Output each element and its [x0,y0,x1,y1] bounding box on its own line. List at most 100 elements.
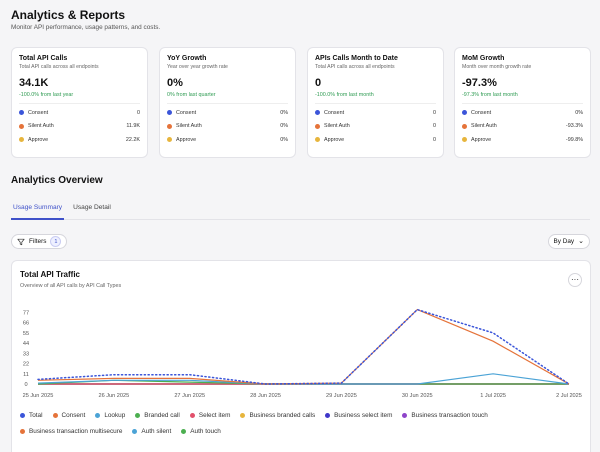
y-tick-label: 55 [23,331,29,337]
chart-legend: Total Consent Lookup Branded call Select ite… [20,412,580,435]
chart-subtitle: Overview of all API calls by API Call Ty… [20,283,122,289]
card-mom-growth: MoM Growth Month over month growth rate … [454,47,591,158]
legend-dot-icon [240,413,246,418]
legend-dot-icon [52,413,58,418]
chart-card: Total API Traffic Overview of all API ca… [11,260,591,452]
legend-item-business-branded-calls[interactable]: Business branded calls [240,412,315,419]
card-change: -100.0% from last year [19,92,74,98]
row-label: Silent Auth [471,123,497,130]
card-title: MoM Growth [462,55,505,62]
row-label: Approve [471,136,492,143]
x-tick-label: 1 Jul 2025 [480,393,506,399]
x-tick-label: 26 Jun 2025 [98,393,129,399]
breakdown-row: Silent Auth 11.9K [19,120,140,134]
breakdown-row: Approve 0% [167,133,288,147]
legend-item-auth-touch[interactable]: Auth touch [181,428,221,435]
approve-dot-icon [462,137,467,143]
card-value: 0% [167,77,183,89]
legend-dot-icon [402,413,408,418]
row-value: 22.2K [125,136,140,143]
page-title: Analytics & Reports [11,8,126,22]
consent-dot-icon [315,110,320,116]
series-line-consent[interactable] [37,308,570,385]
card-title: Total API Calls [19,55,68,62]
legend-label: Total [29,412,43,419]
row-label: Silent Auth [28,123,54,130]
legend-label: Lookup [104,412,126,419]
silent-auth-dot-icon [167,123,172,129]
x-tick-label: 27 Jun 2025 [174,393,205,399]
legend-item-branded-call[interactable]: Branded call [135,412,180,419]
approve-dot-icon [315,137,320,143]
row-label: Consent [176,109,197,116]
card-breakdown: Consent 0% Silent Auth 0% Approve 0% [167,103,288,147]
x-tick-label: 29 Jun 2025 [326,393,357,399]
legend-item-auth-silent[interactable]: Auth silent [132,428,171,435]
legend-item-select-item[interactable]: Select item [189,412,230,419]
filters-button[interactable]: Filters 1 [11,234,68,249]
more-options-button[interactable]: ··· [568,273,582,287]
legend-dot-icon [325,413,331,418]
row-label: Consent [28,109,49,116]
card-value: -97.3% [462,77,497,89]
tab-usage-summary[interactable]: Usage Summary [11,200,65,220]
row-value: -99.8% [565,136,583,143]
legend-label: Business branded calls [249,412,316,419]
card-change: -100.0% from last month [315,92,374,98]
traffic-line-chart: 0 11 22 33 44 55 66 77 25 Jun 2025 26 Jun 2025 27 … [23,308,582,399]
y-tick-label: 77 [23,310,29,316]
series-line-total[interactable] [37,308,570,385]
card-description: Total API calls across all endpoints [19,64,99,70]
y-tick-label: 22 [23,362,29,368]
row-label: Approve [324,136,345,143]
card-title: YoY Growth [167,55,207,62]
breakdown-row: Approve -99.8% [462,133,583,147]
card-title: APIs Calls Month to Date [315,55,398,62]
card-yoy-growth: YoY Growth Year over year growth rate 0%… [159,47,296,158]
legend-item-total[interactable]: Total [20,412,43,419]
filters-label: Filters [29,238,47,245]
x-tick-label: 30 Jun 2025 [402,393,433,399]
x-tick-label: 2 Jul 2025 [556,393,582,399]
row-label: Silent Auth [176,123,202,130]
y-tick-label: 11 [23,372,29,378]
card-change: -97.3% from last month [462,92,518,98]
silent-auth-dot-icon [19,123,24,129]
more-icon: ··· [571,275,579,284]
legend-dot-icon [20,413,25,418]
row-value: 0% [575,109,583,116]
breakdown-row: Approve 22.2K [19,133,140,147]
range-select[interactable]: By Day ⌄ [547,234,590,249]
legend-item-business-select-item[interactable]: Business select item [325,412,392,419]
legend-item-business-transaction-touch[interactable]: Business transaction touch [402,412,488,419]
card-value: 34.1K [19,77,49,89]
legend-label: Business transaction multisecure [29,428,123,435]
breakdown-row: Approve 0 [315,133,436,147]
legend-dot-icon [132,429,138,434]
card-description: Year over year growth rate [167,64,228,70]
card-breakdown: Consent 0 Silent Auth 11.9K Approve 22.2K [19,103,140,147]
legend-dot-icon [20,429,25,434]
row-label: Consent [471,109,492,116]
legend-item-lookup[interactable]: Lookup [95,412,125,419]
y-tick-label: 66 [23,321,29,327]
breakdown-row: Silent Auth 0% [167,120,288,134]
card-description: Total API calls across all endpoints [315,64,395,70]
row-value: 0% [280,123,288,130]
card-breakdown: Consent 0 Silent Auth 0 Approve 0 [315,103,436,147]
tab-usage-detail[interactable]: Usage Detail [73,204,111,211]
chevron-down-icon: ⌄ [578,238,584,245]
approve-dot-icon [167,137,172,143]
silent-auth-dot-icon [315,123,320,129]
legend-item-consent[interactable]: Consent [52,412,86,419]
row-label: Approve [28,136,49,143]
breakdown-row: Consent 0% [167,106,288,120]
legend-item-business-transaction-multisecure[interactable]: Business transaction multisecure [20,428,122,435]
legend-label: Consent [61,412,86,419]
row-value: 0% [280,136,288,143]
row-value: 0 [433,109,436,116]
legend-dot-icon [189,413,195,418]
card-description: Month over month growth rate [462,64,532,70]
consent-dot-icon [462,110,467,116]
legend-label: Branded call [144,412,180,419]
